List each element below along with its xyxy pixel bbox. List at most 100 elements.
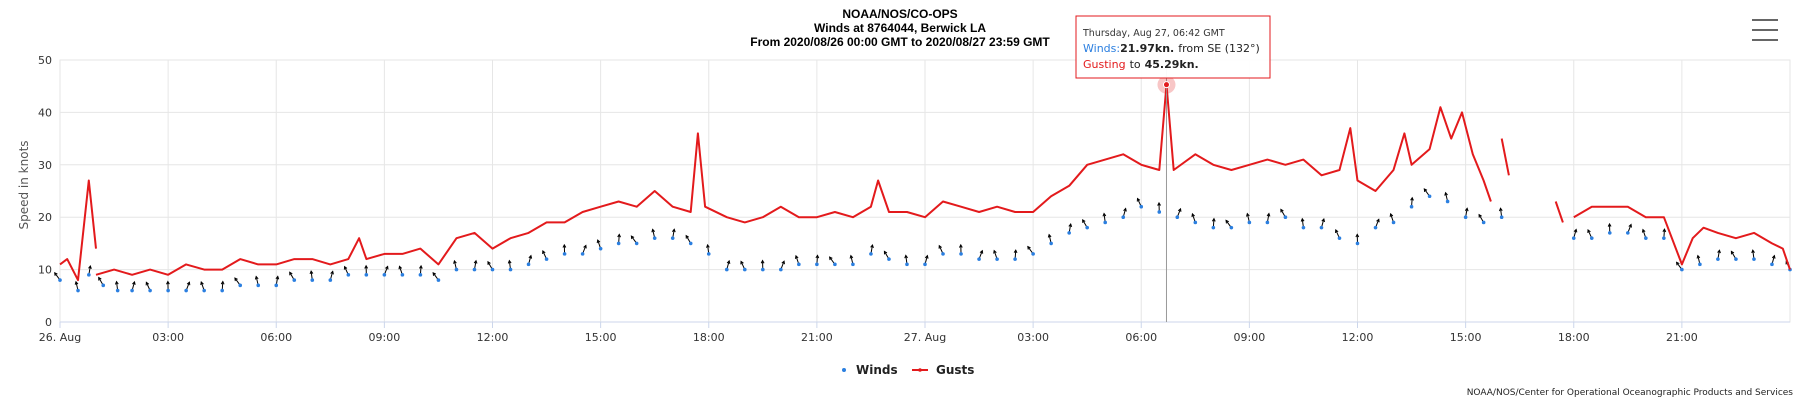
wind-point[interactable] (1300, 217, 1306, 230)
wind-point[interactable] (993, 249, 999, 261)
wind-point[interactable] (200, 281, 206, 293)
wind-point[interactable] (130, 280, 136, 293)
wind-point[interactable] (1423, 188, 1432, 199)
legend-item-winds[interactable]: Winds (842, 363, 898, 377)
wind-point[interactable] (1121, 207, 1127, 219)
wind-point[interactable] (274, 275, 280, 288)
wind-point[interactable] (507, 259, 513, 272)
credits-text[interactable]: NOAA/NOS/Center for Operational Oceanogr… (1467, 388, 1794, 398)
wind-point[interactable] (794, 254, 801, 267)
wind-point[interactable] (328, 270, 334, 282)
wind-point[interactable] (343, 265, 351, 277)
wind-point[interactable] (1355, 233, 1360, 246)
wind-point[interactable] (562, 243, 567, 256)
wind-point[interactable] (1157, 201, 1162, 214)
wind-point[interactable] (938, 244, 945, 256)
wind-point[interactable] (1047, 233, 1053, 246)
wind-point[interactable] (977, 249, 984, 261)
wind-point[interactable] (596, 239, 603, 251)
wind-point[interactable] (74, 280, 80, 293)
wind-point[interactable] (220, 280, 225, 293)
wind-point[interactable] (1770, 254, 1776, 267)
wind-point[interactable] (706, 243, 711, 256)
wind-point[interactable] (1136, 197, 1144, 209)
wind-point[interactable] (1175, 207, 1182, 219)
wind-point[interactable] (309, 270, 315, 282)
wind-point[interactable] (740, 260, 747, 272)
gust-line-segment[interactable] (1573, 205, 1791, 270)
wind-point[interactable] (289, 271, 297, 282)
wind-point[interactable] (685, 234, 693, 246)
wind-point[interactable] (616, 233, 621, 246)
wind-point[interactable] (1641, 228, 1648, 240)
wind-point[interactable] (760, 259, 765, 272)
wind-point[interactable] (1716, 249, 1721, 261)
wind-point[interactable] (1082, 219, 1089, 230)
wind-point[interactable] (1730, 250, 1738, 261)
wind-point[interactable] (398, 265, 405, 277)
wind-point[interactable] (145, 281, 152, 293)
wind-point[interactable] (1607, 222, 1612, 235)
wind-point[interactable] (87, 264, 92, 277)
wind-point[interactable] (923, 254, 929, 267)
wind-point[interactable] (54, 271, 62, 282)
wind-point[interactable] (1265, 212, 1271, 225)
wind-point[interactable] (651, 228, 657, 240)
wind-point[interactable] (98, 276, 106, 288)
wind-point[interactable] (883, 250, 891, 261)
wind-point[interactable] (1280, 208, 1288, 219)
wind-point[interactable] (904, 254, 909, 267)
wind-point[interactable] (1211, 217, 1216, 230)
wind-point[interactable] (1675, 261, 1684, 272)
wind-point[interactable] (849, 254, 855, 267)
wind-point[interactable] (382, 265, 389, 277)
wind-point[interactable] (114, 280, 120, 293)
wind-point[interactable] (472, 259, 478, 272)
hamburger-menu-icon[interactable] (1748, 14, 1780, 46)
wind-point[interactable] (1626, 223, 1632, 235)
wind-point[interactable] (1751, 249, 1756, 261)
gust-line-segment[interactable] (59, 179, 97, 282)
wind-point[interactable] (1587, 229, 1594, 240)
wind-point[interactable] (1319, 218, 1326, 230)
wind-point[interactable] (630, 235, 639, 246)
wind-point[interactable] (487, 260, 495, 272)
wind-point[interactable] (1013, 249, 1018, 261)
gust-line-segment[interactable] (1500, 138, 1510, 176)
wind-point[interactable] (364, 264, 369, 277)
wind-point[interactable] (542, 249, 549, 261)
wind-point[interactable] (184, 281, 191, 293)
wind-point[interactable] (166, 280, 170, 293)
wind-point[interactable] (418, 264, 423, 277)
wind-point[interactable] (1571, 228, 1578, 240)
wind-point[interactable] (670, 228, 676, 240)
wind-point[interactable] (1027, 245, 1035, 256)
gust-line-segment[interactable] (95, 83, 1492, 276)
wind-point[interactable] (828, 256, 837, 267)
wind-point[interactable] (453, 259, 459, 272)
wind-point[interactable] (1191, 212, 1198, 225)
wind-point[interactable] (1444, 191, 1450, 204)
wind-point[interactable] (869, 243, 874, 256)
legend-item-gusts[interactable]: Gusts (912, 363, 974, 377)
wind-point[interactable] (1409, 196, 1414, 209)
wind-point[interactable] (1335, 229, 1342, 240)
wind-point[interactable] (1225, 219, 1234, 230)
wind-point[interactable] (1102, 212, 1108, 225)
wind-point[interactable] (724, 259, 731, 272)
gust-line-segment[interactable] (1554, 201, 1564, 223)
wind-point[interactable] (580, 244, 587, 256)
wind-point[interactable] (1662, 228, 1667, 240)
wind-point[interactable] (1478, 213, 1486, 225)
wind-point[interactable] (958, 243, 963, 256)
wind-point[interactable] (1696, 254, 1702, 267)
wind-point[interactable] (1246, 212, 1252, 225)
wind-point[interactable] (526, 254, 533, 267)
wind-point[interactable] (815, 254, 820, 267)
wind-point[interactable] (234, 277, 243, 288)
wind-point[interactable] (1389, 212, 1396, 225)
wind-point[interactable] (779, 260, 785, 272)
wind-point[interactable] (432, 271, 441, 282)
wind-point[interactable] (1498, 207, 1504, 219)
wind-point[interactable] (254, 275, 261, 288)
